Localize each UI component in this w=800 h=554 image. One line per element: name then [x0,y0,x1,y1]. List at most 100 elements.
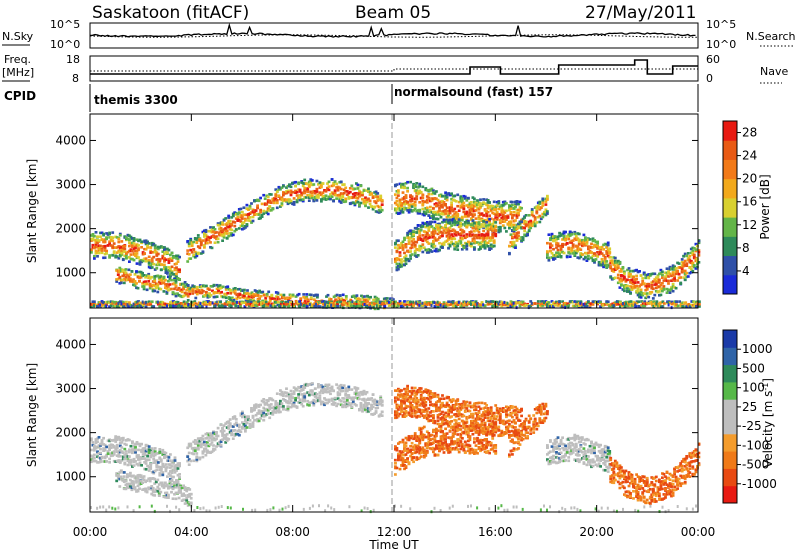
echo-cell [410,235,414,238]
echo-cell [121,305,125,308]
echo-cell [377,209,381,212]
echo-cell [156,285,160,289]
echo-cell [482,220,485,223]
echo-cell [492,218,496,221]
echo-cell [625,300,628,304]
echo-cell [247,295,251,299]
cpid-segment-1: themis 3300 [94,93,178,107]
echo-cell [129,253,133,256]
echo-cell [323,189,326,192]
echo-cell [139,273,143,276]
echo-cell [206,296,210,299]
echo-cell [503,226,507,230]
echo-cell [118,253,122,257]
echo-cell [112,246,116,249]
echo-cell [285,198,288,202]
echo-cell [355,196,358,199]
echo-cell [401,301,405,305]
echo-cell [459,303,463,307]
echo-cell [230,222,234,226]
echo-cell [344,297,348,300]
echo-cell [144,257,148,260]
echo-cell [559,303,563,307]
echo-cell [477,304,481,307]
echo-cell [307,185,311,189]
echo-cell [159,300,163,304]
echo-cell [441,246,444,249]
echo-cell [243,296,246,299]
echo-cell [312,190,316,194]
echo-cell [581,242,584,246]
echo-cell [395,211,399,215]
echo-cell [543,301,545,304]
echo-cell [582,240,586,244]
echo-cell [222,304,225,308]
nsearch-label: N.Search [746,30,796,43]
echo-cell [641,293,645,297]
echo-cell [432,217,435,221]
echo-cell [447,227,450,230]
echo-cell [667,300,671,304]
echo-cell [375,298,379,301]
echo-cell [465,245,469,248]
echo-cell [562,251,566,255]
echo-cell [400,210,403,213]
echo-cell [412,304,415,307]
echo-cell [430,192,434,196]
freq-tick-bottom: 8 [72,72,79,85]
echo-cell [673,279,676,282]
echo-cell [495,303,499,306]
echo-cell [322,306,325,309]
echo-cell [158,260,162,263]
echo-cell [460,237,464,240]
echo-cell [244,292,248,296]
echo-cell [208,303,212,306]
echo-cell [241,217,244,220]
echo-cell [661,282,664,285]
echo-cell [93,449,96,452]
echo-cell [661,270,664,274]
echo-cell [409,180,412,184]
echo-cell [649,300,653,304]
echo-cell [546,301,549,304]
echo-cell [346,300,350,304]
echo-cell [427,214,431,217]
echo-cell [318,301,321,304]
echo-cell [228,301,232,304]
echo-cell [153,244,157,247]
echo-cell [173,262,177,266]
echo-cell [221,234,224,238]
echo-cell [233,221,237,224]
echo-cell [275,190,279,194]
echo-cell [416,301,420,304]
echo-cell [196,245,200,248]
echo-cell [294,184,297,188]
echo-cell [658,304,662,307]
echo-cell [374,195,378,199]
echo-cell [375,300,379,303]
echo-cell [639,283,643,287]
echo-cell [200,291,204,295]
echo-cell [327,195,331,199]
echo-cell [459,218,463,221]
echo-cell [623,275,626,279]
echo-cell [480,217,484,221]
echo-cell [118,438,122,442]
echo-cell [220,286,223,289]
echo-cell [327,188,331,192]
echo-cell [265,292,269,296]
echo-cell [606,254,610,258]
echo-cell [594,254,598,257]
echo-cell [442,305,446,308]
echo-cell [544,197,548,201]
echo-cell [495,211,499,214]
echo-cell [341,192,345,196]
echo-cell [667,270,670,273]
echo-cell [432,210,435,214]
echo-cell [509,200,513,204]
echo-cell [324,303,327,307]
echo-cell [486,217,490,220]
echo-cell [352,294,356,298]
echo-cell [161,250,165,253]
echo-cell [195,254,199,258]
